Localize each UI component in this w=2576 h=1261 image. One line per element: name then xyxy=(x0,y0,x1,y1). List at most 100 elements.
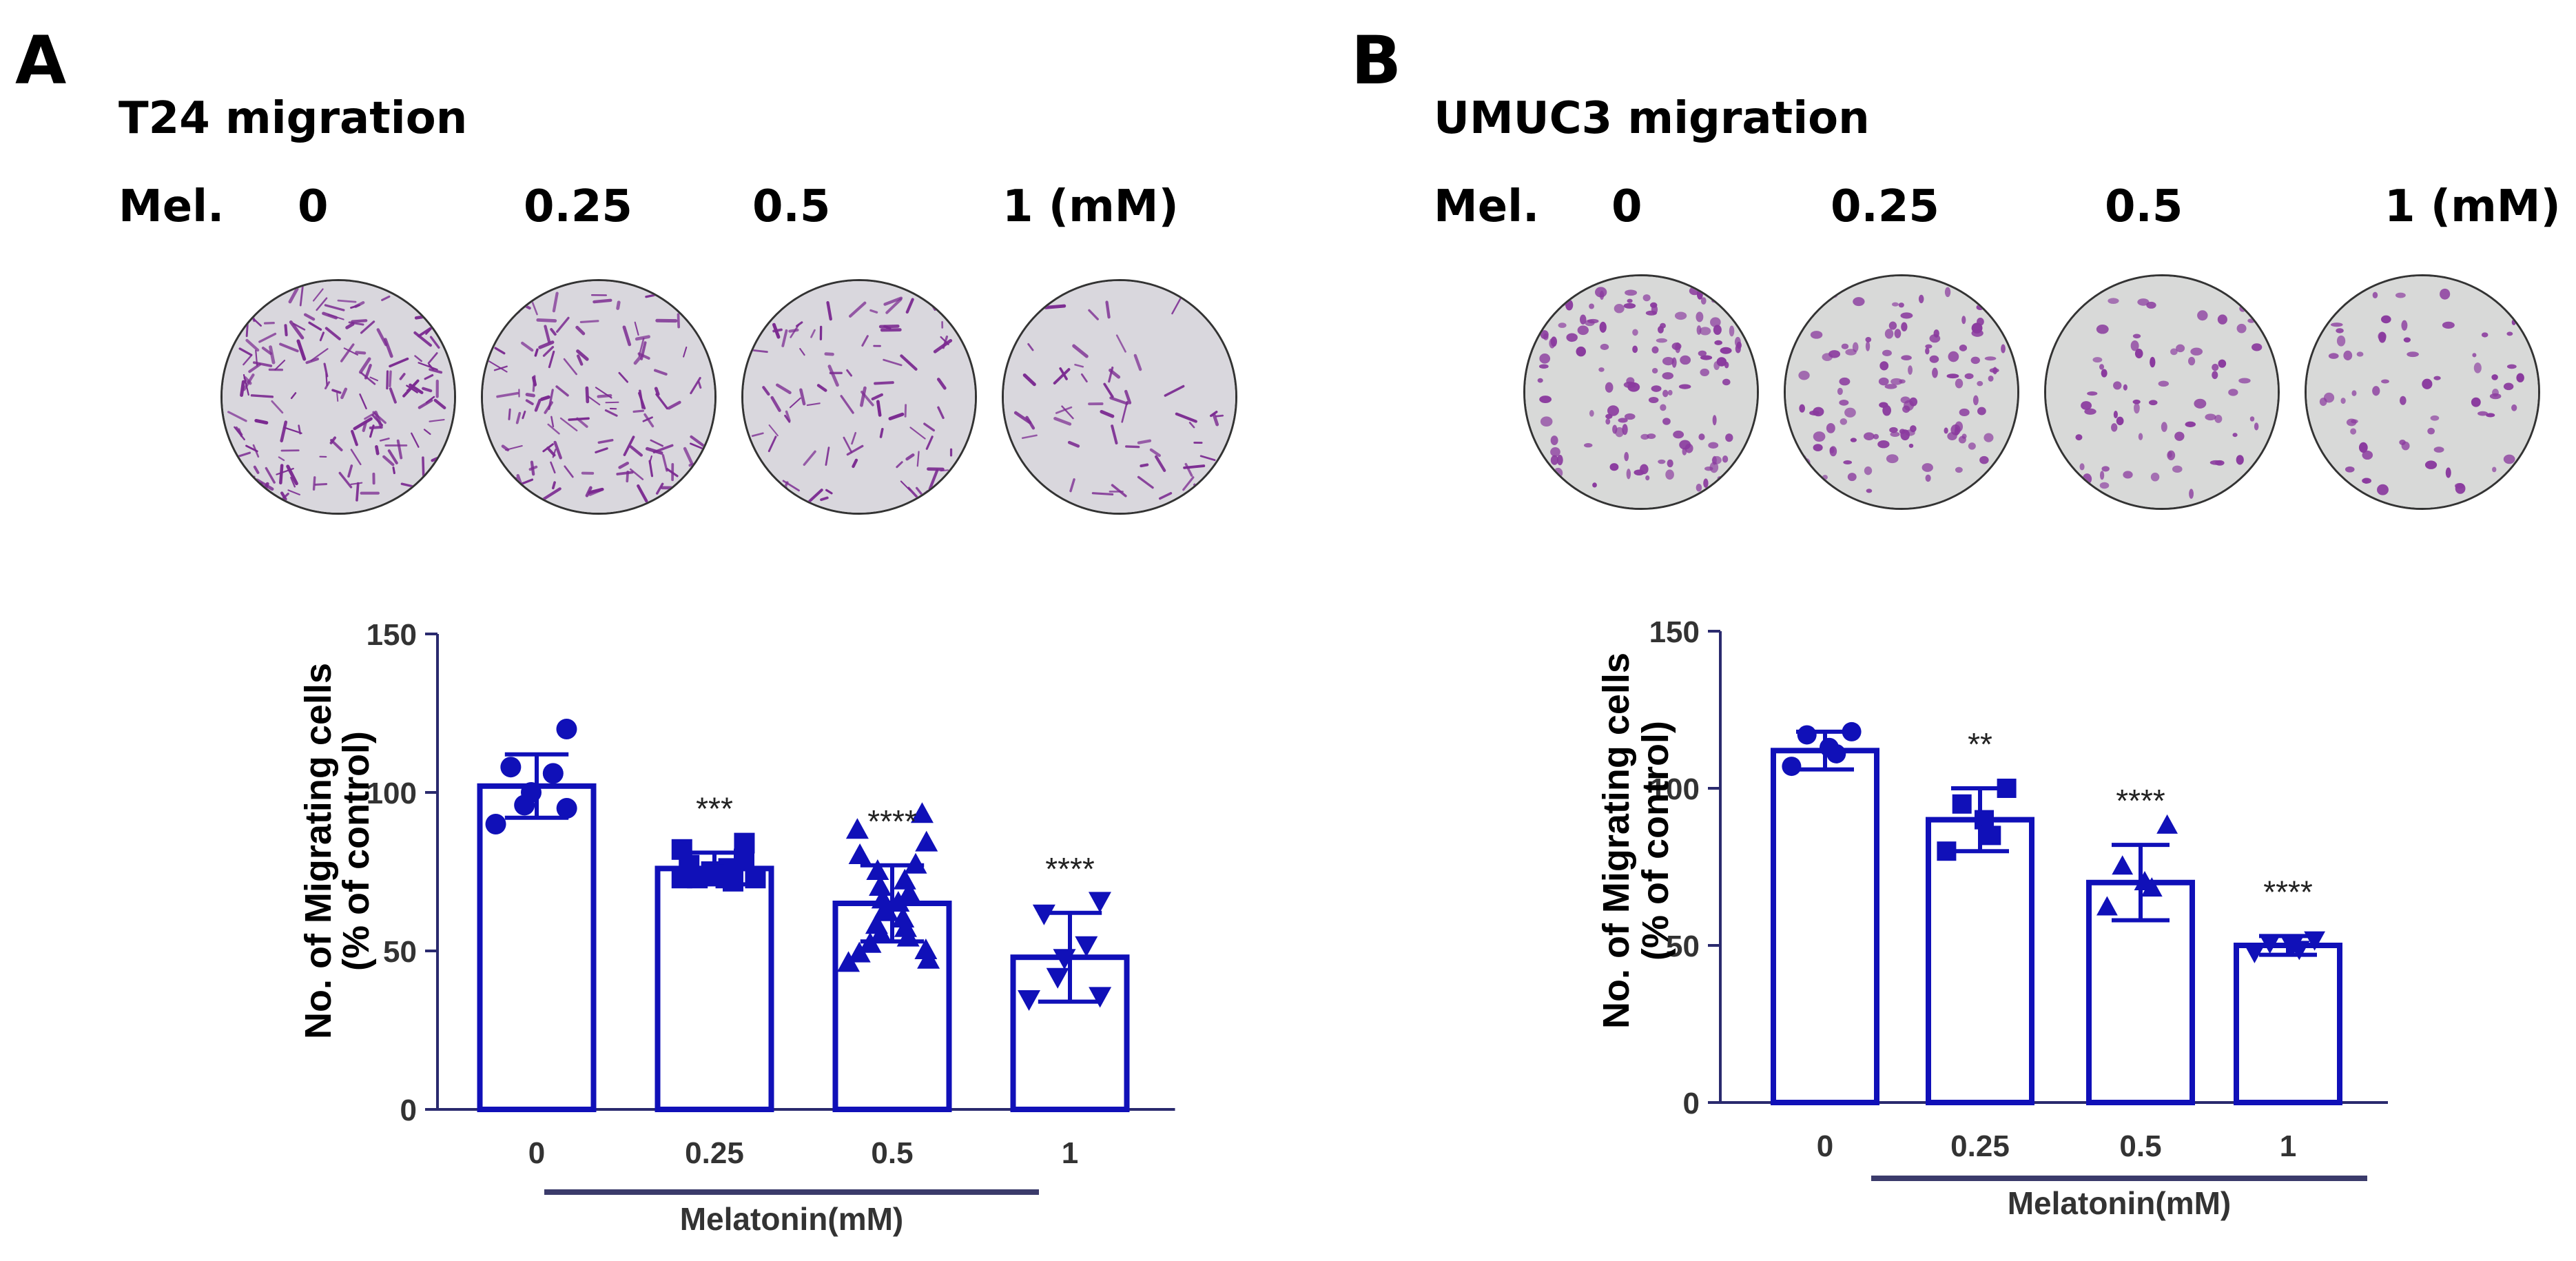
bar xyxy=(477,783,597,1113)
x-tick-label: 1 xyxy=(1062,1136,1078,1170)
data-point xyxy=(671,868,692,889)
x-tick-label: 0.5 xyxy=(2119,1129,2161,1163)
conc-label-1: 0.25 xyxy=(524,181,632,232)
data-point xyxy=(542,763,564,784)
dish-image-1 xyxy=(1784,274,2019,510)
y-tick-label: 50 xyxy=(1666,930,1700,963)
dish-image-1 xyxy=(481,279,717,515)
data-point xyxy=(485,814,506,834)
dish-image-3 xyxy=(1002,279,1237,515)
y-tick-label: 50 xyxy=(383,935,417,969)
data-point xyxy=(1089,987,1112,1008)
data-point xyxy=(2141,877,2163,897)
bar xyxy=(1926,817,2034,1105)
significance-label: **** xyxy=(2116,783,2165,819)
conc-label-1: 0.25 xyxy=(1831,181,1939,232)
data-point xyxy=(2288,941,2310,961)
x-tick-label: 1 xyxy=(2280,1129,2296,1163)
x-tick-label: 0.5 xyxy=(871,1136,913,1170)
dish-micrograph xyxy=(1004,281,1235,513)
data-point xyxy=(896,925,920,947)
x-tick-label: 0.25 xyxy=(1950,1129,2010,1163)
panel-b: B UMUC3 migration Mel. 0 0.25 0.5 1 (mM)… xyxy=(1288,0,2575,1261)
data-point xyxy=(1981,826,2001,845)
panel-title: T24 migration xyxy=(119,93,468,144)
significance-label: ** xyxy=(1968,726,1992,762)
data-point xyxy=(869,875,892,896)
data-point xyxy=(514,794,535,816)
y-tick-label: 100 xyxy=(1649,772,1700,806)
chart-b: 0 50 100 150 0 ** 0.25 **** 0.5 **** 1 No. of Migra… xyxy=(1596,615,2388,1221)
dish-image-0 xyxy=(1523,274,1759,510)
data-point xyxy=(845,818,869,839)
data-point xyxy=(1032,904,1055,925)
conc-label-0: 0 xyxy=(298,181,329,232)
bar xyxy=(655,865,774,1113)
conc-label-2: 0.5 xyxy=(2105,181,2183,232)
dish-image-0 xyxy=(220,279,456,515)
dish-image-2 xyxy=(2044,274,2280,510)
dish-micrograph xyxy=(223,281,454,513)
mel-label: Mel. xyxy=(1434,181,1540,232)
data-point xyxy=(866,859,889,880)
significance-label: **** xyxy=(1045,851,1095,887)
dish-micrograph xyxy=(2046,276,2278,508)
significance-label: **** xyxy=(2263,874,2313,910)
data-point xyxy=(2259,934,2281,954)
data-point xyxy=(898,881,921,903)
data-point xyxy=(2304,931,2325,951)
bar xyxy=(1771,748,1879,1106)
data-point xyxy=(847,941,871,963)
data-point xyxy=(1046,967,1069,989)
panel-label: B xyxy=(1351,22,1402,99)
data-point xyxy=(500,757,522,778)
y-tick-label: 0 xyxy=(400,1094,417,1127)
y-tick-label: 100 xyxy=(367,777,417,810)
data-point xyxy=(556,719,577,739)
data-point xyxy=(1937,841,1957,861)
mel-label: Mel. xyxy=(119,181,225,232)
x-tick-label: 0 xyxy=(1817,1129,1833,1163)
significance-label: *** xyxy=(696,790,733,826)
data-point xyxy=(2096,896,2118,916)
data-point xyxy=(2244,943,2265,963)
data-point xyxy=(1826,744,1846,763)
conc-label-0: 0 xyxy=(1611,181,1642,232)
y-tick-label: 0 xyxy=(1683,1087,1700,1120)
data-point xyxy=(556,798,577,819)
chart-a: 0 50 100 150 0 *** 0.25 **** 0.5 **** 1 No. of Migr… xyxy=(298,618,1175,1237)
x-axis-label: Melatonin(mM) xyxy=(2008,1185,2232,1221)
panel-a: A T24 migration Mel. 0 0.25 0.5 1 (mM) 0… xyxy=(15,22,1237,1237)
data-point xyxy=(837,951,861,972)
y-axis-label: No. of Migrating cells xyxy=(1596,653,1637,1029)
y-axis-label-units: (% of control) xyxy=(336,731,377,971)
data-point xyxy=(848,843,872,864)
dish-micrograph xyxy=(483,281,714,513)
data-point xyxy=(1782,757,1802,777)
data-point xyxy=(1053,949,1076,970)
data-point xyxy=(2112,855,2134,875)
conc-label-3: 1 (mM) xyxy=(1002,181,1179,232)
conc-label-3: 1 (mM) xyxy=(2384,181,2561,232)
x-tick-label: 0.25 xyxy=(685,1136,744,1170)
y-axis-label: No. of Migrating cells xyxy=(298,663,339,1039)
conc-label-2: 0.5 xyxy=(752,181,831,232)
dish-micrograph xyxy=(743,281,975,513)
panel-title: UMUC3 migration xyxy=(1434,93,1870,144)
y-axis-label-units: (% of control) xyxy=(1635,721,1676,961)
data-point xyxy=(915,830,938,852)
y-tick-label: 150 xyxy=(1649,615,1700,649)
bar xyxy=(2234,943,2342,1105)
data-point xyxy=(1797,725,1817,745)
dish-micrograph xyxy=(1525,276,1757,508)
data-point xyxy=(1075,936,1098,957)
data-point xyxy=(876,900,899,921)
panel-label: A xyxy=(15,22,67,99)
data-point xyxy=(1952,794,1972,814)
data-point xyxy=(917,947,940,969)
data-point xyxy=(1018,990,1041,1011)
data-point xyxy=(869,923,893,943)
data-point xyxy=(1088,892,1111,913)
y-tick-label: 150 xyxy=(367,618,417,652)
data-point xyxy=(1997,779,2017,798)
